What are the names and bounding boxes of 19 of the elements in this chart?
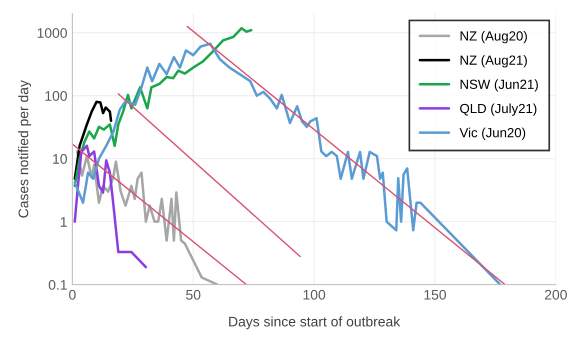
line-series: [74, 100, 112, 180]
y-tick-label: 0.1: [48, 280, 67, 290]
y-tick-label: 100: [45, 91, 67, 101]
legend-label: NZ (Aug21): [460, 55, 527, 68]
legend-label: QLD (July21): [460, 103, 536, 116]
y-axis-title: Cases notified per day: [18, 80, 32, 218]
x-tick-label: 50: [186, 290, 200, 300]
y-tick-label: 1: [60, 217, 67, 227]
x-tick-label: 0: [69, 290, 76, 300]
x-tick-label: 150: [424, 290, 446, 300]
x-tick-label: 200: [544, 290, 567, 300]
y-tick-label: 1000: [38, 28, 67, 38]
x-axis-title: Days since start of outbreak: [229, 316, 400, 330]
legend-label: Vic (Jun20): [460, 128, 526, 140]
x-tick-label: 100: [304, 290, 326, 300]
line-series: [74, 144, 148, 268]
y-tick-label: 10: [53, 154, 67, 164]
legend-label: NSW (Jun21): [460, 79, 538, 92]
legend-label: NZ (Aug20): [460, 30, 527, 44]
